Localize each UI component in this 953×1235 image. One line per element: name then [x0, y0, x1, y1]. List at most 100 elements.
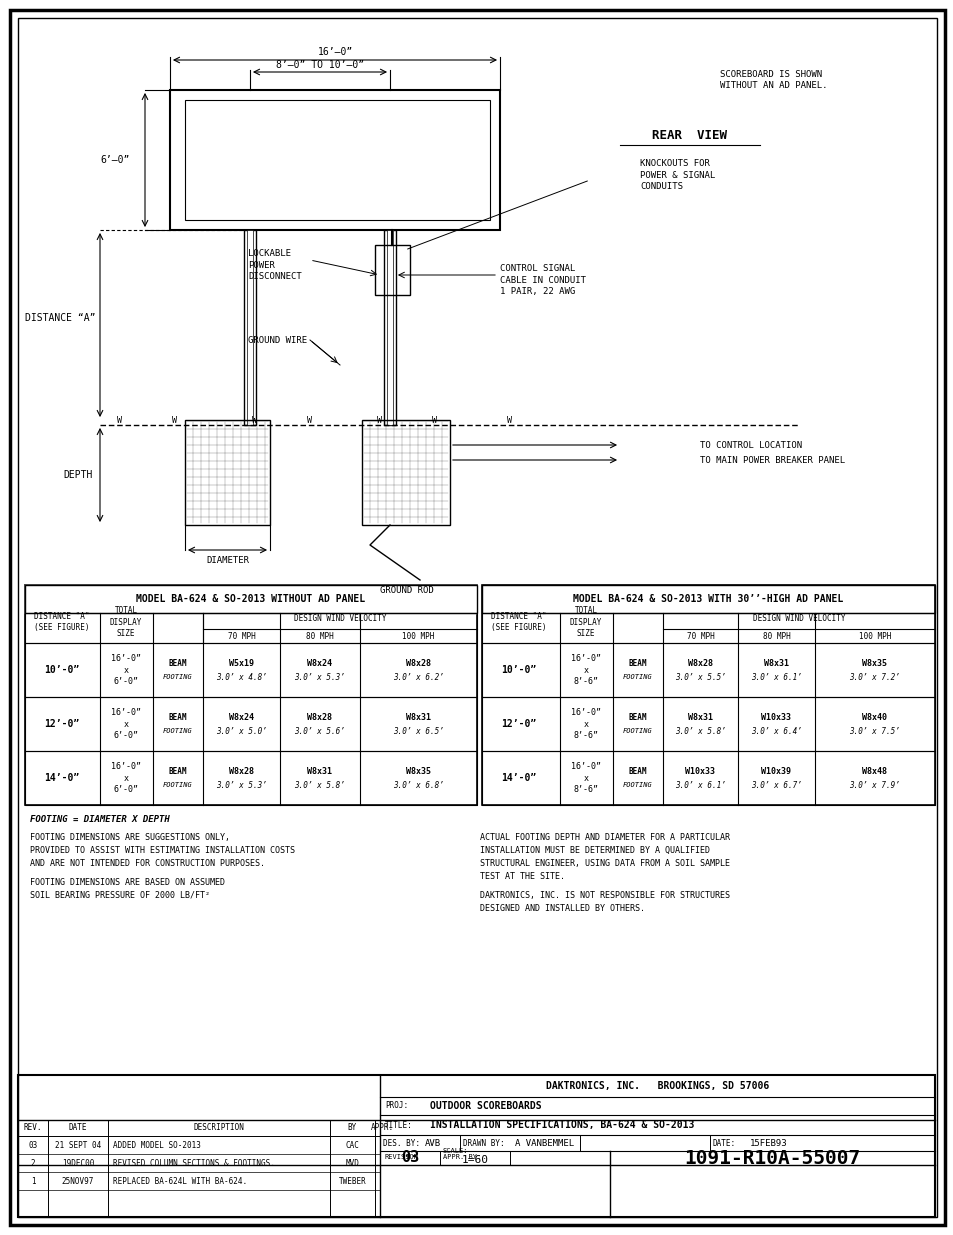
Text: W10x33: W10x33 — [760, 713, 791, 721]
Text: REVISED COLUMN SECTIONS & FOOTINGS.: REVISED COLUMN SECTIONS & FOOTINGS. — [112, 1158, 274, 1167]
Bar — [481, 751, 934, 805]
Text: 3.0’ x 6.8’: 3.0’ x 6.8’ — [393, 781, 443, 789]
Text: BY: BY — [348, 1124, 356, 1132]
Text: 3.0’ x 6.1’: 3.0’ x 6.1’ — [675, 781, 725, 789]
Text: FOOTING: FOOTING — [163, 674, 193, 680]
Text: DAKTRONICS, INC. IS NOT RESPONSIBLE FOR STRUCTURES: DAKTRONICS, INC. IS NOT RESPONSIBLE FOR … — [479, 890, 729, 900]
Text: 14’-0”: 14’-0” — [45, 773, 79, 783]
Text: MODEL BA-624 & SO-2013 WITHOUT AD PANEL: MODEL BA-624 & SO-2013 WITHOUT AD PANEL — [136, 594, 365, 604]
Text: W10x39: W10x39 — [760, 767, 791, 776]
Text: W: W — [117, 415, 122, 425]
Bar — [361, 420, 450, 525]
Text: 15FEB93: 15FEB93 — [749, 1139, 787, 1147]
Text: FOOTING: FOOTING — [163, 782, 193, 788]
Text: 2: 2 — [30, 1158, 35, 1167]
Bar — [375, 245, 410, 295]
Text: REVISION: REVISION — [385, 1153, 418, 1160]
Text: W8x31: W8x31 — [687, 713, 712, 721]
Text: FOOTING: FOOTING — [622, 674, 652, 680]
Text: 16’-0”
x
8’-6”: 16’-0” x 8’-6” — [571, 655, 600, 685]
Text: W5x19: W5x19 — [229, 658, 253, 667]
Text: BEAM: BEAM — [628, 658, 646, 667]
Text: 3.0’ x 7.2’: 3.0’ x 7.2’ — [849, 673, 900, 682]
Bar — [25, 751, 476, 805]
Text: W10x33: W10x33 — [685, 767, 715, 776]
Text: 25NOV97: 25NOV97 — [62, 1177, 94, 1186]
Bar — [247, 230, 253, 425]
Text: W8x35: W8x35 — [862, 658, 886, 667]
Text: DATE: DATE — [69, 1124, 87, 1132]
Bar — [481, 643, 934, 697]
Text: APPR.: APPR. — [371, 1124, 394, 1132]
Text: AVB: AVB — [424, 1139, 440, 1147]
Text: W8x31: W8x31 — [307, 767, 333, 776]
Text: 8’–0” TO 10’–0”: 8’–0” TO 10’–0” — [275, 61, 364, 70]
Text: FOOTING: FOOTING — [163, 727, 193, 734]
Text: 3.0’ x 5.5’: 3.0’ x 5.5’ — [675, 673, 725, 682]
Text: DISTANCE “A”: DISTANCE “A” — [25, 312, 95, 322]
Text: FOOTING DIMENSIONS ARE SUGGESTIONS ONLY,: FOOTING DIMENSIONS ARE SUGGESTIONS ONLY, — [30, 832, 230, 842]
Text: 3.0’ x 5.8’: 3.0’ x 5.8’ — [294, 781, 345, 789]
Text: W: W — [377, 415, 382, 425]
Text: W8x48: W8x48 — [862, 767, 886, 776]
Text: CONTROL SIGNAL
CABLE IN CONDUIT
1 PAIR, 22 AWG: CONTROL SIGNAL CABLE IN CONDUIT 1 PAIR, … — [499, 264, 585, 295]
Text: W8x24: W8x24 — [307, 658, 333, 667]
Bar — [18, 1074, 934, 1216]
Text: APPR. BY:: APPR. BY: — [442, 1153, 480, 1160]
Text: W8x24: W8x24 — [229, 713, 253, 721]
Text: BEAM: BEAM — [169, 658, 187, 667]
Text: 3.0’ x 6.7’: 3.0’ x 6.7’ — [750, 781, 801, 789]
Text: DESIGNED AND INSTALLED BY OTHERS.: DESIGNED AND INSTALLED BY OTHERS. — [479, 904, 644, 913]
Bar — [481, 585, 934, 805]
Text: REPLACED BA-624L WITH BA-624.: REPLACED BA-624L WITH BA-624. — [112, 1177, 247, 1186]
Text: 16’-0”
x
8’-6”: 16’-0” x 8’-6” — [571, 709, 600, 740]
Text: ADDED MODEL SO-2013: ADDED MODEL SO-2013 — [112, 1140, 201, 1150]
Bar — [25, 585, 476, 613]
Text: DAKTRONICS, INC.   BROOKINGS, SD 57006: DAKTRONICS, INC. BROOKINGS, SD 57006 — [545, 1081, 768, 1091]
Text: 21 SEPT 04: 21 SEPT 04 — [55, 1140, 101, 1150]
Text: 80 MPH: 80 MPH — [306, 631, 334, 641]
Text: KNOCKOUTS FOR
POWER & SIGNAL
CONDUITS: KNOCKOUTS FOR POWER & SIGNAL CONDUITS — [639, 159, 715, 190]
Text: SCOREBOARD IS SHOWN
WITHOUT AN AD PANEL.: SCOREBOARD IS SHOWN WITHOUT AN AD PANEL. — [720, 70, 826, 90]
Text: 16’-0”
x
6’-0”: 16’-0” x 6’-0” — [111, 655, 141, 685]
Text: PROJ:: PROJ: — [385, 1102, 408, 1110]
Text: FOOTING DIMENSIONS ARE BASED ON ASSUMED: FOOTING DIMENSIONS ARE BASED ON ASSUMED — [30, 878, 225, 887]
Bar — [387, 230, 393, 425]
Text: SOIL BEARING PRESSURE OF 2000 LB/FT²: SOIL BEARING PRESSURE OF 2000 LB/FT² — [30, 890, 210, 900]
Text: W8x28: W8x28 — [229, 767, 253, 776]
Bar — [170, 90, 499, 230]
Text: BEAM: BEAM — [169, 713, 187, 721]
Text: 10’-0”: 10’-0” — [501, 664, 536, 676]
Text: DESIGN WIND VELOCITY: DESIGN WIND VELOCITY — [752, 614, 844, 622]
Bar — [481, 585, 934, 613]
Text: 3.0’ x 6.2’: 3.0’ x 6.2’ — [393, 673, 443, 682]
Text: 3.0’ x 5.6’: 3.0’ x 5.6’ — [294, 726, 345, 736]
Text: 70 MPH: 70 MPH — [228, 631, 255, 641]
Text: 1091-R10A-55007: 1091-R10A-55007 — [683, 1149, 860, 1167]
Text: INSTALLATION SPECIFICATIONS, BA-624 & SO-2013: INSTALLATION SPECIFICATIONS, BA-624 & SO… — [430, 1120, 694, 1130]
Text: W8x40: W8x40 — [862, 713, 886, 721]
Text: 12’-0”: 12’-0” — [45, 719, 79, 729]
Text: FOOTING: FOOTING — [622, 727, 652, 734]
Text: SCALE:: SCALE: — [442, 1149, 468, 1153]
Bar — [481, 697, 934, 751]
Bar — [25, 697, 476, 751]
Text: W8x28: W8x28 — [406, 658, 431, 667]
Text: 3.0’ x 5.0’: 3.0’ x 5.0’ — [215, 726, 267, 736]
Text: 10’-0”: 10’-0” — [45, 664, 79, 676]
Text: INSTALLATION MUST BE DETERMINED BY A QUALIFIED: INSTALLATION MUST BE DETERMINED BY A QUA… — [479, 846, 709, 855]
Text: BEAM: BEAM — [169, 767, 187, 776]
Text: FOOTING = DIAMETER X DEPTH: FOOTING = DIAMETER X DEPTH — [30, 815, 170, 824]
Bar — [25, 585, 476, 805]
Text: 03: 03 — [400, 1150, 418, 1165]
Text: OUTDOOR SCOREBOARDS: OUTDOOR SCOREBOARDS — [430, 1100, 541, 1112]
Text: 3.0’ x 5.8’: 3.0’ x 5.8’ — [675, 726, 725, 736]
Text: 3.0’ x 6.5’: 3.0’ x 6.5’ — [393, 726, 443, 736]
Text: 6’–0”: 6’–0” — [100, 156, 130, 165]
Text: GROUND ROD: GROUND ROD — [379, 585, 434, 594]
Text: DES. BY:: DES. BY: — [382, 1139, 419, 1147]
Text: W: W — [307, 415, 313, 425]
Text: 16’-0”
x
6’-0”: 16’-0” x 6’-0” — [111, 762, 141, 794]
Text: BEAM: BEAM — [628, 713, 646, 721]
Text: 100 MPH: 100 MPH — [858, 631, 890, 641]
